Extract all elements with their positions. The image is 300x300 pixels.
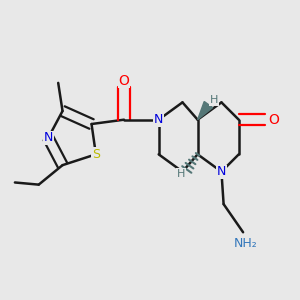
Text: O: O xyxy=(118,74,130,88)
Text: NH₂: NH₂ xyxy=(233,237,257,250)
Text: H: H xyxy=(177,169,185,179)
Text: O: O xyxy=(268,113,279,127)
Text: H: H xyxy=(210,95,218,105)
Text: N: N xyxy=(154,113,163,126)
Polygon shape xyxy=(198,101,213,120)
Text: N: N xyxy=(217,165,226,178)
Text: N: N xyxy=(44,131,53,144)
Text: S: S xyxy=(92,148,100,161)
